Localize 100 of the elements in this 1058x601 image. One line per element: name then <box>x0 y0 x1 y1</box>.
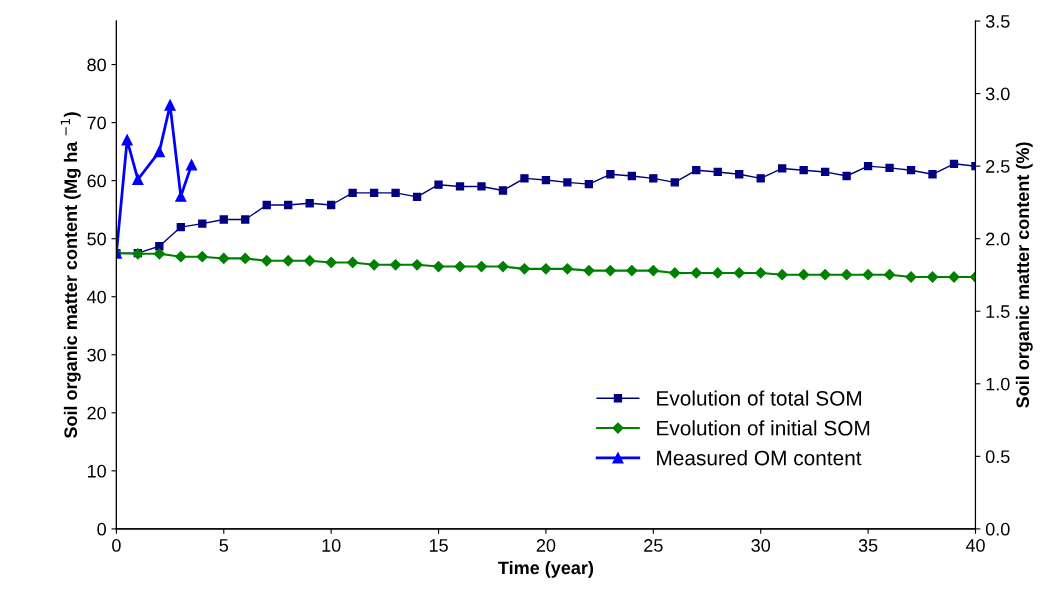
x-tick-label: 25 <box>644 539 663 552</box>
point <box>261 255 273 267</box>
point <box>241 215 250 224</box>
point <box>541 175 551 185</box>
point <box>778 164 787 173</box>
x-tick-label: 30 <box>751 539 771 552</box>
point <box>712 267 724 279</box>
point <box>563 178 572 187</box>
point <box>842 171 851 181</box>
point <box>649 174 658 183</box>
point <box>368 259 380 271</box>
point <box>926 271 939 283</box>
y-tick-label: 60 <box>87 174 106 188</box>
point <box>176 222 185 232</box>
point <box>219 215 228 224</box>
point <box>304 255 316 267</box>
point <box>949 159 959 168</box>
point <box>819 269 831 281</box>
point <box>239 252 251 265</box>
point <box>735 170 744 179</box>
point <box>475 260 488 273</box>
point <box>690 267 702 279</box>
x-axis-title: Time (year) <box>498 560 594 578</box>
point <box>164 99 176 111</box>
point <box>262 200 271 210</box>
y-tick-label: 70 <box>87 116 106 130</box>
legend-label: Evolution of initial SOM <box>657 420 870 436</box>
point <box>647 264 659 277</box>
point <box>883 269 896 281</box>
point <box>175 251 187 263</box>
x-tick-label: 0 <box>112 539 121 552</box>
x-tick-label: 35 <box>858 539 878 552</box>
point <box>389 259 402 271</box>
point <box>348 188 357 197</box>
point <box>756 174 765 183</box>
point <box>820 167 830 177</box>
y-tick-label: 80 <box>87 58 106 72</box>
x-tick-label: 5 <box>219 539 229 552</box>
y2-tick-label: 1.0 <box>986 377 1010 391</box>
point <box>626 264 638 277</box>
point <box>412 192 422 202</box>
x-tick-label: 20 <box>536 539 556 552</box>
y2-tick-label: 2.0 <box>986 232 1010 246</box>
y2-tick-label: 1.5 <box>986 305 1010 318</box>
point <box>325 256 337 269</box>
point <box>198 219 207 228</box>
point <box>669 267 681 279</box>
point <box>584 179 594 189</box>
point <box>583 264 595 277</box>
point <box>455 182 465 191</box>
point <box>326 200 336 210</box>
point <box>454 260 466 273</box>
y-tick-label: 0 <box>97 522 106 536</box>
y2-tick-label: 3.5 <box>985 14 1010 28</box>
point <box>282 255 294 267</box>
point <box>798 269 810 281</box>
y-tick-label: 30 <box>87 348 106 362</box>
y-tick-label: 40 <box>86 290 106 304</box>
point <box>841 269 853 281</box>
x-tick-label: 40 <box>965 539 985 552</box>
point <box>776 269 788 281</box>
y2-axis-title: Soil organic matter content (%) <box>1015 142 1033 408</box>
point <box>520 174 529 183</box>
point <box>477 182 486 191</box>
point <box>497 260 509 273</box>
point <box>305 199 314 208</box>
point <box>928 170 937 179</box>
y-tick-label: 50 <box>87 232 106 246</box>
point <box>432 260 445 273</box>
point <box>863 161 873 171</box>
point <box>121 134 133 146</box>
point <box>155 242 164 251</box>
legend-label: Measured OM content <box>657 450 862 466</box>
legend-label: Evolution of total SOM <box>657 390 862 406</box>
point <box>885 163 894 173</box>
point <box>391 188 400 197</box>
point <box>153 248 165 260</box>
point <box>132 173 144 186</box>
y2-tick-label: 3.0 <box>985 87 1010 101</box>
point <box>627 171 637 181</box>
point <box>604 264 616 277</box>
point <box>733 267 745 279</box>
point <box>540 263 552 275</box>
y-tick-label: 10 <box>87 464 106 478</box>
point <box>347 256 359 269</box>
point <box>218 252 230 265</box>
point <box>153 146 165 158</box>
y2-tick-label: 0.5 <box>985 450 1010 464</box>
point <box>369 188 379 197</box>
point <box>799 166 808 175</box>
point <box>498 186 508 195</box>
y2-tick-label: 2.5 <box>986 160 1010 173</box>
point <box>755 267 767 279</box>
point <box>906 166 916 175</box>
point <box>713 167 722 177</box>
point <box>518 263 531 275</box>
point <box>185 159 198 171</box>
point <box>606 170 615 179</box>
point <box>670 178 679 187</box>
y-axis-title: Soil organic matter content (Mg ha $^{−1}$) <box>60 112 81 439</box>
